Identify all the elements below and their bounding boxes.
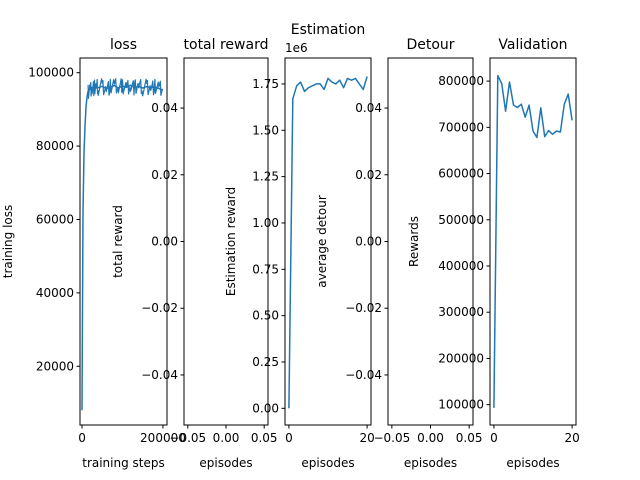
x-tick-label-detour: 0.05 <box>456 431 483 445</box>
x-axis-label-total-reward: episodes <box>199 456 252 470</box>
y-tick-label-loss: 80000 <box>36 139 74 153</box>
x-tick-label-total-reward: 0.00 <box>213 431 240 445</box>
y-tick-label-loss: 60000 <box>36 212 74 226</box>
chart-title-loss: loss <box>110 37 137 53</box>
y-axis-label-validation: Rewards <box>407 216 421 267</box>
y-tick-label-detour: 0.02 <box>355 168 382 182</box>
x-tick-label-detour: −0.05 <box>373 431 410 445</box>
y-tick-label-total-reward: −0.04 <box>141 368 178 382</box>
y-tick-label-validation: 600000 <box>438 167 484 181</box>
x-tick-label-loss: 200000 <box>140 431 186 445</box>
y-tick-label-total-reward: 0.00 <box>151 235 178 249</box>
panel-estimation: 0 20 0.00 0.25 0.50 0.75 1.00 1.25 1.50 1.75 Estim… <box>224 22 375 470</box>
y-tick-label-estimation: 0.75 <box>252 262 279 276</box>
y-tick-label-estimation: 1.50 <box>252 123 279 137</box>
series-line-validation <box>493 74 573 408</box>
x-axis-label-loss: training steps <box>82 456 165 470</box>
y-axis-label-estimation: Estimation reward <box>224 187 238 296</box>
x-tick-label-estimation: 0 <box>285 431 293 445</box>
y-tick-label-estimation: 0.25 <box>252 355 279 369</box>
y-tick-label-validation: 800000 <box>438 74 484 88</box>
panel-validation: 0 20 100000 200000 300000 400000 500000 600000 7… <box>407 37 580 470</box>
y-tick-label-validation: 100000 <box>438 398 484 412</box>
x-tick-label-loss: 0 <box>78 431 86 445</box>
y-tick-label-validation: 400000 <box>438 259 484 273</box>
y-tick-label-detour: −0.02 <box>345 301 382 315</box>
y-tick-label-total-reward: 0.04 <box>151 101 178 115</box>
x-axis-label-validation: episodes <box>506 456 559 470</box>
y-tick-label-validation: 500000 <box>438 213 484 227</box>
x-tick-label-validation: 0 <box>490 431 498 445</box>
x-axis-label-detour: episodes <box>404 456 457 470</box>
x-tick-label-estimation: 20 <box>359 431 374 445</box>
axes-frame-loss <box>79 57 168 426</box>
y-tick-label-detour: 0.00 <box>355 235 382 249</box>
y-tick-label-estimation: 0.50 <box>252 309 279 323</box>
y-tick-label-validation: 700000 <box>438 120 484 134</box>
y-tick-label-total-reward: −0.02 <box>141 301 178 315</box>
y-tick-label-loss: 20000 <box>36 359 74 373</box>
y-tick-label-estimation: 1.00 <box>252 216 279 230</box>
axes-frame-detour <box>387 57 474 426</box>
panel-loss: 0 200000 20000 40000 60000 80000 100000 loss tra… <box>1 37 186 470</box>
chart-title-total-reward: total reward <box>184 37 269 53</box>
y-axis-label-detour: average detour <box>315 195 329 288</box>
y-tick-label-validation: 200000 <box>438 351 484 365</box>
panel-detour: −0.05 0.00 0.05 −0.04 −0.02 0.00 0.02 0.04 Detou… <box>315 37 482 470</box>
y-tick-label-loss: 100000 <box>28 66 74 80</box>
offset-label-estimation: 1e6 <box>285 41 308 55</box>
y-tick-label-estimation: 1.75 <box>252 77 279 91</box>
chart-title-detour: Detour <box>406 37 454 53</box>
series-line-estimation <box>288 76 368 409</box>
x-tick-label-total-reward: 0.05 <box>251 431 278 445</box>
x-tick-label-validation: 20 <box>564 431 579 445</box>
x-tick-label-total-reward: −0.05 <box>169 431 206 445</box>
panel-total-reward: −0.05 0.00 0.05 −0.04 −0.02 0.00 0.02 0.04 total… <box>111 37 278 470</box>
axes-frame-estimation <box>284 57 372 426</box>
x-tick-label-detour: 0.00 <box>417 431 444 445</box>
axes-frame-validation <box>489 57 577 426</box>
y-axis-label-total-reward: total reward <box>111 205 125 278</box>
chart-title-validation: Validation <box>498 37 567 53</box>
y-tick-label-estimation: 0.00 <box>252 401 279 415</box>
y-tick-label-estimation: 1.25 <box>252 170 279 184</box>
y-tick-label-detour: 0.04 <box>355 101 382 115</box>
y-tick-label-loss: 40000 <box>36 286 74 300</box>
series-noise-loss <box>87 78 163 100</box>
y-tick-label-total-reward: 0.02 <box>151 168 178 182</box>
chart-title-estimation: Estimation <box>291 22 366 38</box>
y-tick-label-validation: 300000 <box>438 305 484 319</box>
x-axis-label-estimation: episodes <box>301 456 354 470</box>
y-axis-label-loss: training loss <box>1 205 15 278</box>
y-tick-label-detour: −0.04 <box>345 368 382 382</box>
